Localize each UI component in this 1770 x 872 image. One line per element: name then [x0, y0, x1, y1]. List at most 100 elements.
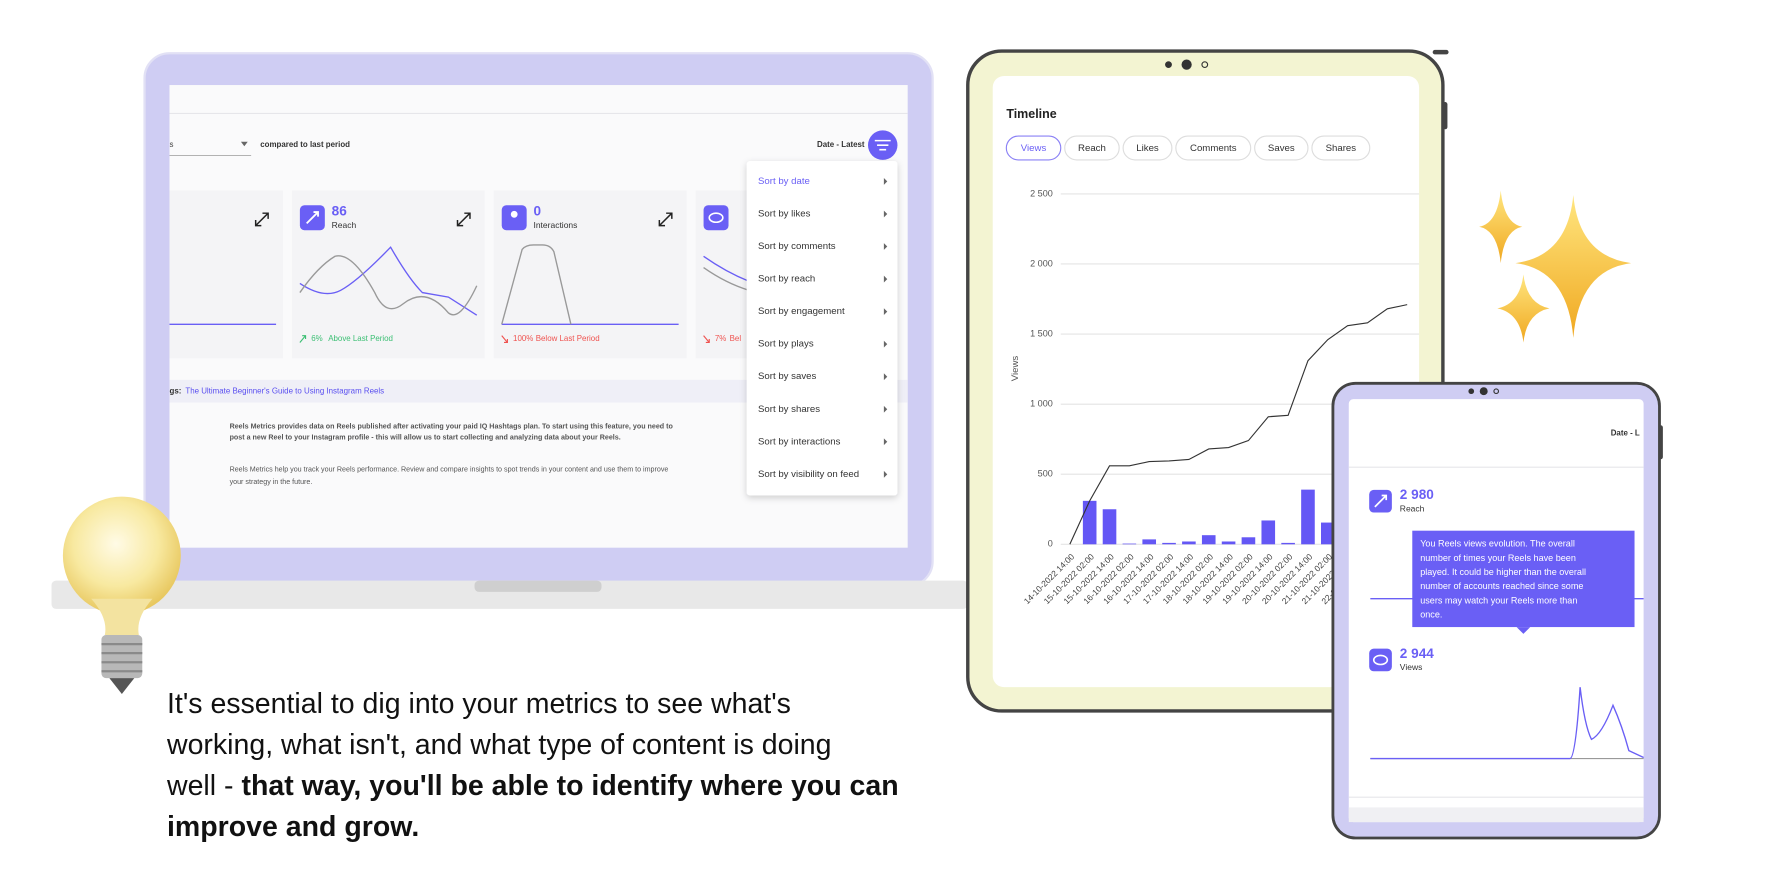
- bar: [1182, 541, 1196, 545]
- y-axis-label: Views: [1010, 356, 1021, 382]
- menu-arrow: [883, 308, 888, 316]
- sort-icon: [874, 139, 891, 151]
- caption-emphasis: that way, you'll be able to identify whe…: [241, 770, 899, 802]
- bar: [1082, 500, 1097, 545]
- menu-item[interactable]: Sort by plays: [758, 339, 814, 350]
- screw-threads: [101, 642, 143, 673]
- tab-label: Reach: [1078, 143, 1106, 154]
- expand-icon[interactable]: [456, 212, 471, 227]
- tab[interactable]: [1064, 135, 1120, 161]
- sparkline: [501, 244, 572, 325]
- card-value: 86: [332, 204, 348, 219]
- caption: It's essential to dig into your metrics …: [167, 684, 899, 848]
- sparkline: [703, 267, 750, 291]
- tablet-button: [1432, 49, 1449, 55]
- paragraph-line: Reels Metrics help you track your Reels …: [230, 465, 669, 473]
- menu-item[interactable]: Sort by visibility on feed: [758, 469, 859, 480]
- line: [1069, 304, 1408, 545]
- menu-arrow: [883, 178, 888, 185]
- camera: [1493, 388, 1500, 395]
- menu-item[interactable]: Sort by shares: [758, 404, 820, 415]
- menu-item[interactable]: Sort by date: [758, 176, 810, 187]
- tab-label: Likes: [1136, 143, 1159, 154]
- tab[interactable]: [1311, 135, 1371, 161]
- card-label: Interactions: [533, 220, 577, 230]
- menu-item[interactable]: Sort by interactions: [758, 436, 841, 447]
- bar: [1301, 489, 1315, 545]
- menu-arrow: [883, 243, 888, 250]
- menu-arrow: [883, 438, 888, 446]
- lightbulb: [62, 496, 181, 694]
- icon-glyph: [306, 211, 319, 225]
- tooltip: [1412, 530, 1635, 628]
- y-tick-label: 1 000: [1030, 399, 1053, 409]
- tooltip-line: You Reels views evolution. The overall: [1420, 539, 1575, 549]
- card-label: Reach: [332, 220, 357, 230]
- tab[interactable]: [1254, 135, 1309, 161]
- views-label: Views: [1400, 662, 1423, 672]
- caption-emphasis: improve and grow.: [167, 811, 420, 843]
- bulb-glass: [62, 496, 181, 615]
- menu-item[interactable]: Sort by comments: [758, 241, 836, 252]
- tab[interactable]: [1122, 135, 1173, 161]
- sparkline: [1370, 687, 1644, 760]
- paragraph-line: post a new Reel to your Instagram profil…: [230, 434, 621, 442]
- select-caret: [240, 141, 248, 147]
- menu-item[interactable]: Sort by engagement: [758, 306, 845, 317]
- bar: [1142, 539, 1157, 545]
- sparkles: [1479, 190, 1632, 343]
- bulb-screw: [101, 635, 143, 679]
- y-tick-label: 0: [1048, 539, 1053, 549]
- paragraph-line: Reels Metrics provides data on Reels pub…: [230, 422, 674, 430]
- icon-glyph: [510, 210, 518, 218]
- tabs: Views Reach Likes Comments Saves Shares: [1005, 135, 1371, 161]
- tab[interactable]: [1005, 135, 1062, 161]
- y-tick-label: 2 000: [1030, 258, 1053, 268]
- guide-link[interactable]: The Ultimate Beginner's Guide to Using I…: [185, 386, 384, 395]
- bar: [1122, 543, 1137, 545]
- down-arrow: [703, 335, 710, 344]
- bar: [1241, 537, 1256, 545]
- laptop-base: [51, 580, 968, 609]
- card-value: 0: [533, 204, 541, 219]
- down-arrow: [501, 335, 508, 344]
- views-icon: [703, 205, 729, 231]
- tab-label: Views: [1021, 143, 1047, 154]
- expand-icon[interactable]: [254, 212, 269, 227]
- up-arrow: [299, 335, 307, 343]
- card-change-text: Bel: [730, 334, 742, 343]
- laptop-ui: s compared to last period Date - Latest …: [169, 112, 908, 403]
- expand-icon[interactable]: [658, 212, 673, 227]
- icon-glyph: [1372, 654, 1389, 666]
- menu-item[interactable]: Sort by reach: [758, 274, 815, 285]
- y-tick-label: 1 500: [1030, 328, 1053, 338]
- card-change: 7%: [715, 334, 726, 343]
- bar: [1221, 541, 1236, 545]
- menu-item[interactable]: Sort by likes: [758, 209, 811, 220]
- card-change: 6%: [311, 334, 322, 343]
- caption-text: well -: [167, 770, 234, 802]
- bar: [1102, 509, 1117, 545]
- period-select[interactable]: s: [169, 140, 173, 149]
- card-change-text: Below Last Period: [536, 334, 600, 343]
- sparkline: [703, 255, 750, 282]
- tab-label: Shares: [1326, 143, 1357, 154]
- camera: [1201, 61, 1209, 69]
- card: [169, 190, 283, 359]
- menu-arrow: [883, 275, 888, 283]
- small-tablet-ui: Date - L 2 980 Reach 2 944 Views You Ree…: [1348, 428, 1644, 823]
- tooltip-pointer: [1516, 627, 1531, 634]
- tab[interactable]: [1175, 135, 1252, 161]
- menu-item[interactable]: Sort by saves: [758, 371, 816, 382]
- sort-menu: [746, 161, 898, 496]
- sort-label: Date - Latest: [817, 140, 865, 149]
- y-tick-label: 2 500: [1030, 188, 1053, 198]
- bar: [1281, 542, 1295, 545]
- views-icon: [1369, 648, 1392, 672]
- views-value: 2 944: [1400, 646, 1434, 661]
- camera: [1181, 59, 1192, 70]
- sort-label: Date - L: [1611, 428, 1640, 437]
- sparkle: [1515, 195, 1632, 338]
